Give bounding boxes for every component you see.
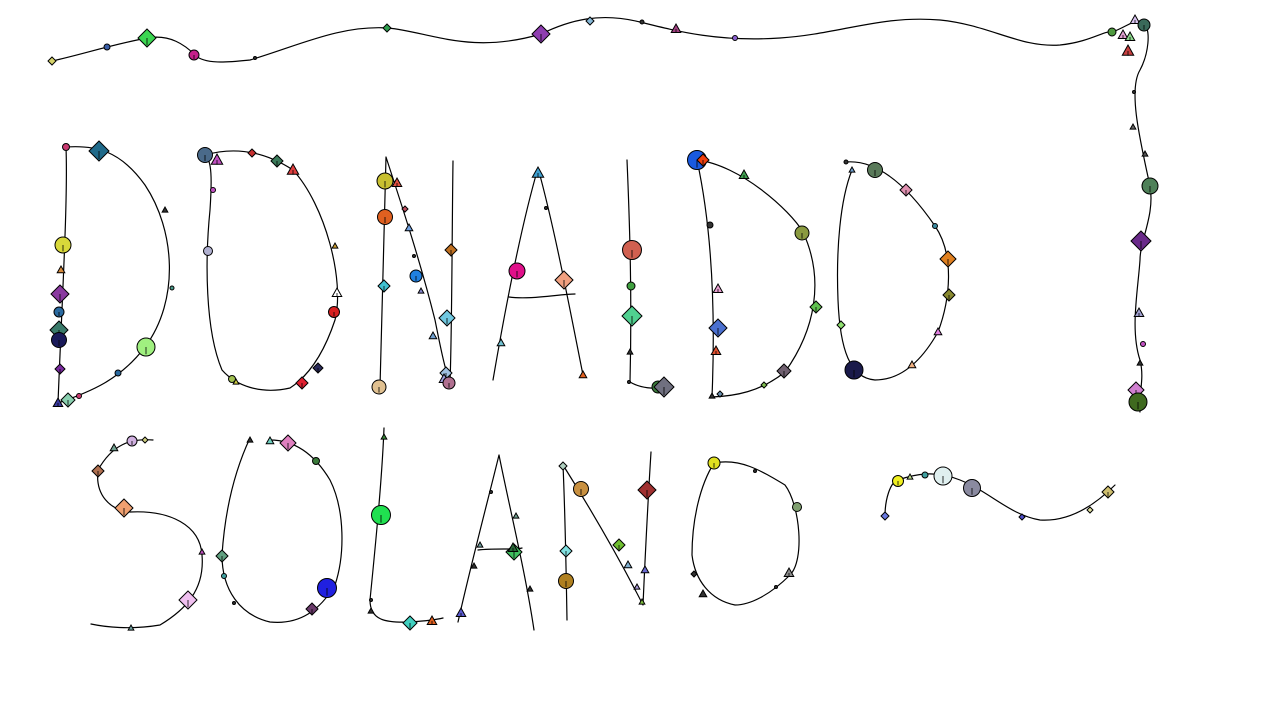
stroke-marker: [169, 285, 175, 291]
markers: [47, 13, 1159, 631]
stroke-marker: [526, 584, 534, 592]
stroke-marker: [114, 369, 122, 377]
stroke-marker: [246, 435, 254, 443]
stroke-marker: [221, 573, 227, 579]
stroke-marker: [626, 347, 634, 355]
stroke-marker: [489, 490, 493, 494]
stroke-marker: [417, 286, 425, 294]
stroke-letter-d2: [696, 159, 816, 398]
stroke-marker: [880, 511, 890, 521]
stroke-marker: [627, 380, 631, 384]
stroke-marker: [412, 254, 416, 258]
stroke-letter-d1: [57, 146, 170, 404]
stroke-marker: [774, 585, 778, 589]
stroke-marker: [558, 461, 568, 471]
stroke-tilde: [884, 473, 1116, 521]
stroke-marker: [1136, 358, 1144, 366]
stroke-marker: [933, 326, 943, 336]
stroke-marker: [56, 264, 66, 274]
stroke-marker: [626, 281, 636, 291]
stroke-marker: [331, 241, 339, 249]
stroke-letter-o2: [836, 161, 950, 381]
stroke-marker: [367, 606, 375, 614]
stroke-marker: [921, 471, 929, 479]
strokes: [51, 16, 1152, 631]
stroke-marker: [544, 206, 548, 210]
stroke-marker: [141, 436, 149, 444]
stroke-marker: [404, 222, 414, 232]
stroke-marker: [127, 623, 135, 631]
stroke-letter-n: [379, 156, 454, 388]
stroke-marker: [732, 35, 738, 41]
stroke-marker: [708, 391, 716, 399]
stroke-marker: [203, 246, 213, 256]
stroke-marker: [198, 547, 206, 555]
stroke-marker: [760, 381, 768, 389]
stroke-letter-l2: [369, 427, 444, 623]
stroke-marker: [792, 502, 802, 512]
stroke-marker: [1086, 506, 1094, 514]
stroke-top-wave: [51, 16, 1113, 63]
stroke-marker: [103, 43, 111, 51]
stroke-letter-o3: [221, 437, 343, 623]
stroke-letter-o4: [691, 461, 800, 606]
stroke-marker: [265, 435, 275, 445]
stroke-marker: [848, 165, 856, 173]
stroke-marker: [906, 472, 914, 480]
stroke-marker: [47, 56, 57, 66]
stroke-marker: [380, 432, 388, 440]
stroke-right-descender: [1111, 20, 1152, 413]
stroke-marker: [578, 369, 588, 379]
stroke-marker: [496, 337, 506, 347]
stroke-marker: [1018, 513, 1026, 521]
stroke-letter-a: [492, 167, 584, 381]
stroke-marker: [470, 561, 478, 569]
stroke-marker: [698, 588, 708, 598]
stroke-marker: [247, 148, 257, 158]
stroke-letter-l: [626, 159, 666, 389]
stroke-marker: [1140, 341, 1146, 347]
stroke-marker: [1107, 27, 1117, 37]
stroke-marker: [253, 56, 257, 60]
stroke-marker: [382, 23, 392, 33]
stroke-marker: [638, 597, 646, 605]
stroke-marker: [640, 564, 650, 574]
stroke-marker: [585, 16, 595, 26]
stroke-marker: [161, 205, 169, 213]
stroke-letter-o1: [204, 150, 339, 391]
stroke-marker: [76, 393, 82, 399]
stroke-marker: [512, 511, 520, 519]
stroke-marker: [1129, 122, 1137, 130]
stroke-marker: [836, 320, 846, 330]
stroke-marker: [401, 205, 409, 213]
stroke-marker: [753, 469, 757, 473]
stroke-marker: [62, 143, 70, 151]
stroke-marker: [1132, 90, 1136, 94]
stroke-marker: [232, 377, 240, 385]
stroke-letter-a2: [457, 454, 535, 631]
stroke-marker: [690, 570, 698, 578]
stroke-marker: [623, 559, 633, 569]
stroke-marker: [109, 442, 119, 452]
stroke-marker: [369, 598, 373, 602]
stroke-marker: [232, 601, 236, 605]
stroke-marker: [428, 330, 438, 340]
stroke-marker: [210, 187, 216, 193]
stroke-marker: [716, 390, 724, 398]
stroke-marker: [633, 582, 641, 590]
stroke-marker: [1141, 149, 1149, 157]
stroke-marker: [907, 359, 917, 369]
stroke-marker: [932, 223, 938, 229]
stroke-marker: [706, 221, 714, 229]
stroke-marker: [843, 159, 849, 165]
stroke-letter-n2: [562, 451, 652, 621]
stroke-marker: [639, 19, 645, 25]
stroke-marker: [312, 457, 320, 465]
stroke-marker: [476, 540, 484, 548]
